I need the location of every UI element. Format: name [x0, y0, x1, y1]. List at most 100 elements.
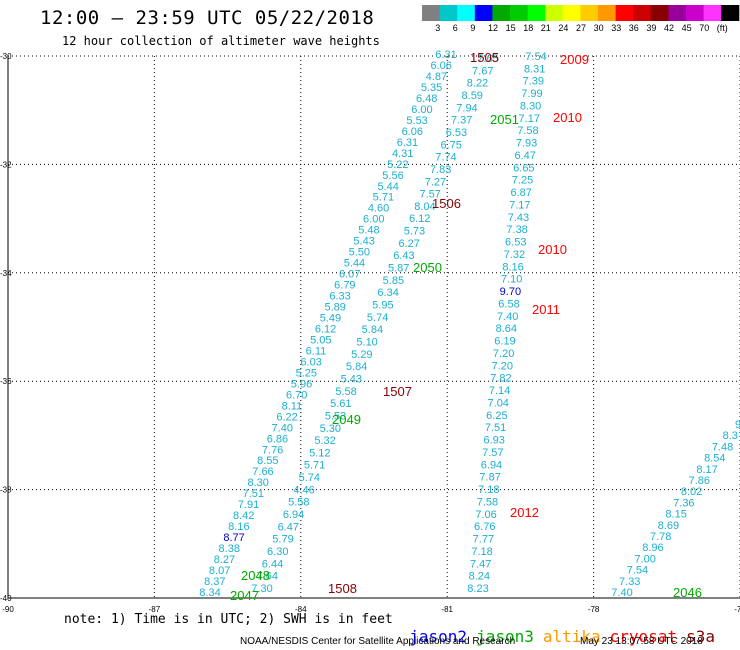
satellite-legend: jason2 jason3 altika cryosat s3a: [390, 608, 724, 646]
swh-value: 8.37: [204, 576, 225, 588]
color-scale-swatch: [474, 5, 493, 21]
swh-value: 7.86: [689, 475, 710, 487]
swh-value: 8.69: [658, 520, 679, 532]
color-scale-label: 3: [435, 23, 441, 33]
swh-value: 6.19: [494, 336, 515, 348]
swh-value: 7.47: [470, 558, 491, 570]
color-scale-label: 6: [452, 23, 458, 33]
swh-value: 8.96: [642, 542, 663, 554]
swh-value: 7.30: [251, 583, 272, 595]
swh-value: 7.57: [482, 447, 503, 459]
lon-tick-label: -84: [295, 605, 307, 614]
lon-tick-label: -75: [734, 605, 740, 614]
swh-value: 8.07: [209, 565, 230, 577]
pass-time-label: 1507: [383, 384, 412, 399]
lon-tick-label: -87: [149, 605, 161, 614]
swh-value: 8.24: [469, 571, 490, 583]
color-scale-swatch: [527, 5, 546, 21]
swh-value: 5.50: [349, 247, 370, 259]
swh-value: 5.84: [346, 361, 367, 373]
swh-value: 6.87: [510, 187, 531, 199]
color-scale-label: 9: [470, 23, 476, 33]
swh-value: 5.49: [320, 313, 341, 325]
swh-value: 5.96: [291, 378, 312, 390]
swh-value: 6.94: [283, 509, 304, 521]
color-scale-swatch: [598, 5, 617, 21]
swh-value: 7.94: [456, 102, 477, 114]
swh-value: 6.22: [276, 411, 297, 423]
swh-value: 5.73: [404, 226, 425, 238]
swh-value: 6.53: [446, 127, 467, 139]
swh-value: 7.32: [504, 249, 525, 261]
color-scale-swatch: [439, 5, 458, 21]
lat-tick-label: -38: [0, 486, 12, 495]
footer-note: note: 1) Time is in UTC; 2) SWH is in fe…: [64, 612, 393, 627]
pass-time-label: 2010: [553, 110, 582, 125]
swh-value: 5.30: [320, 423, 341, 435]
swh-value: 6.06: [402, 126, 423, 138]
swh-value: 7.43: [508, 212, 529, 224]
swh-value: 5.44: [344, 258, 365, 270]
swh-value: 7.40: [497, 311, 518, 323]
pass-time-label: 1505: [470, 50, 499, 65]
swh-value: 6.27: [398, 238, 419, 250]
pass-time-label: 2010: [538, 242, 567, 257]
color-scale-swatch: [545, 5, 564, 21]
swh-value: 5.32: [314, 435, 335, 447]
swh-value: 5.25: [296, 367, 317, 379]
swh-value: 7.77: [473, 534, 494, 546]
swh-value: 5.58: [288, 497, 309, 509]
swh-value: 8.54: [704, 453, 725, 465]
swh-value: 7.57: [419, 189, 440, 201]
swh-value: 8.38: [219, 543, 240, 555]
swh-value: 8.55: [257, 455, 278, 467]
swh-value: 6.07: [339, 269, 360, 281]
color-scale-label: 15: [505, 23, 516, 33]
swh-value: 5.44: [377, 181, 398, 193]
swh-value: 6.47: [514, 150, 535, 162]
swh-value: 9.70: [500, 286, 521, 298]
swh-value: 5.71: [304, 460, 325, 472]
pass-time-label: 2048: [241, 568, 270, 583]
color-scale-label: 30: [593, 23, 604, 33]
swh-value: 7.00: [634, 553, 655, 565]
swh-value: 7.38: [506, 224, 527, 236]
swh-value: 8.11: [282, 400, 303, 412]
color-scale-label: 39: [646, 23, 657, 33]
swh-value: 8.22: [467, 78, 488, 90]
swh-value: 7.76: [262, 444, 283, 456]
swh-value: 6.58: [498, 298, 519, 310]
swh-value: 8.30: [520, 100, 541, 112]
color-scale-swatch: [703, 5, 722, 21]
swh-value: 8.31: [524, 63, 545, 75]
swh-value: 7.17: [519, 113, 540, 125]
color-scale-swatch: [510, 5, 529, 21]
lat-tick-label: -32: [0, 160, 12, 169]
swh-value: 8.42: [233, 510, 254, 522]
pass-time-label: 2049: [332, 412, 361, 427]
swh-value: 5.79: [272, 534, 293, 546]
swh-value: 7.17: [509, 199, 530, 211]
swh-value: 8.59: [462, 90, 483, 102]
swh-value: 8.17: [696, 464, 717, 476]
swh-value: 5.53: [325, 410, 346, 422]
swh-value: 7.58: [517, 125, 538, 137]
swh-value: 4.60: [368, 203, 389, 215]
swh-value: 7.51: [485, 422, 506, 434]
swh-value: 5.05: [310, 334, 331, 346]
lat-tick-label: -30: [0, 52, 12, 61]
page-subtitle: 12 hour collection of altimeter wave hei…: [62, 34, 380, 48]
swh-value: 8.3: [723, 430, 738, 442]
swh-value: 7.64: [257, 571, 278, 583]
color-scale-label: 18: [523, 23, 534, 33]
lon-tick-label: -81: [441, 605, 453, 614]
swh-value: 6.33: [329, 291, 350, 303]
swh-value: 6.11: [306, 345, 327, 357]
satellite-altika: altika: [542, 627, 601, 646]
color-scale-label: 45: [681, 23, 692, 33]
swh-value: 6.75: [440, 139, 461, 151]
swh-value: 5.12: [309, 447, 330, 459]
swh-value: 5.43: [341, 373, 362, 385]
swh-value: 5.58: [335, 386, 356, 398]
